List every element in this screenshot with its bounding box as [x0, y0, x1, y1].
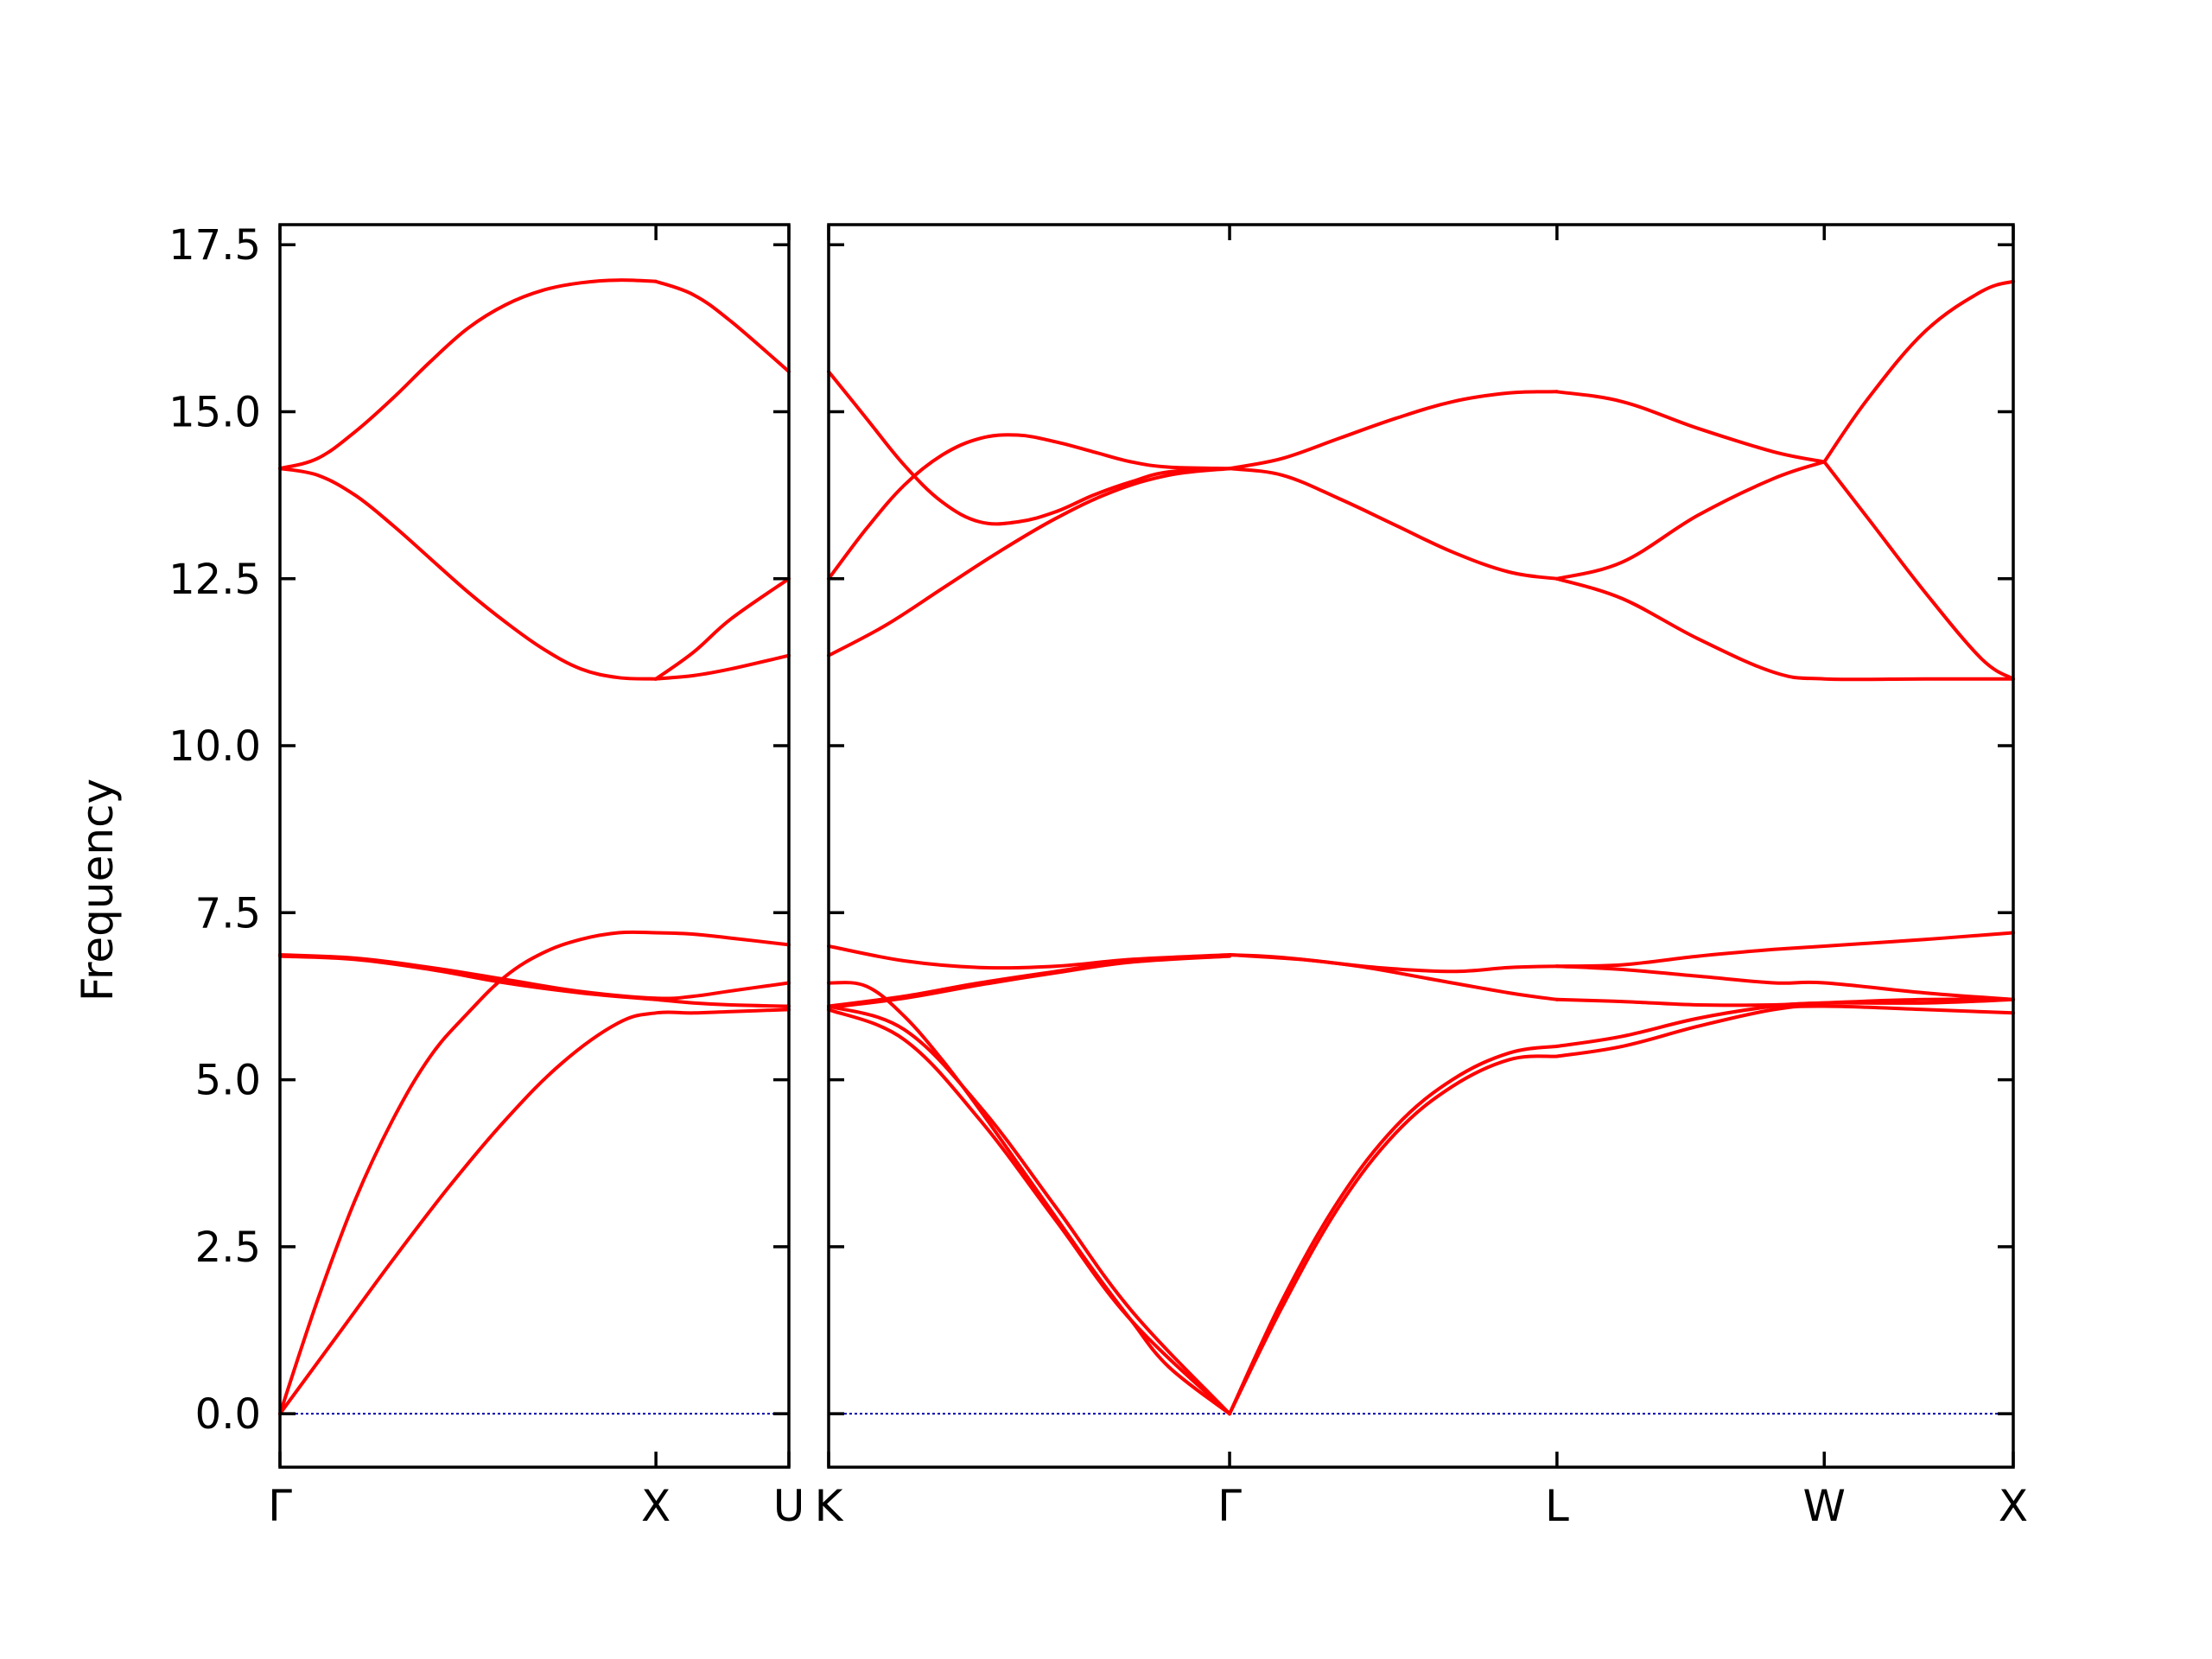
x-tick-label: U — [773, 1481, 805, 1531]
band-line-1-16 — [827, 433, 1231, 581]
band-line-0-6 — [278, 467, 658, 681]
band-line-1-5 — [827, 954, 1231, 1010]
panel-gamma-x-u: 0.0 2.5 5.0 7.5 10.0 12.5 15.0 17.5 Γ X U — [168, 221, 804, 1531]
band-line-1-12 — [1554, 997, 2015, 1007]
band-line-1-20 — [1554, 390, 1827, 464]
band-line-0-0 — [278, 1007, 791, 1416]
band-line-1-10 — [1554, 1004, 2015, 1058]
band-line-0-3 — [278, 953, 791, 1001]
band-line-1-21 — [1554, 460, 1827, 581]
y-tick-label: 7.5 — [195, 889, 261, 938]
band-line-0-7 — [654, 576, 791, 681]
band-line-1-15 — [827, 370, 1231, 526]
y-tick-label: 12.5 — [168, 556, 261, 604]
y-tick-label: 2.5 — [195, 1224, 261, 1272]
band-line-1-11 — [1554, 997, 2015, 1048]
x-tick-label: Γ — [268, 1481, 292, 1531]
plot-frame — [278, 223, 791, 1469]
band-line-1-22 — [1554, 576, 2015, 682]
band-line-1-19 — [1228, 467, 1559, 581]
band-line-1-8 — [1228, 953, 1559, 1001]
band-line-1-18 — [1228, 390, 1559, 471]
y-tick-label: 17.5 — [168, 221, 261, 270]
y-axis-label: Frequency — [73, 779, 123, 1001]
band-line-1-2 — [827, 981, 1231, 1416]
x-tick-label: X — [1999, 1481, 2028, 1531]
x-tick-label: L — [1545, 1481, 1569, 1531]
band-line-1-7 — [1228, 1044, 1559, 1416]
band-line-0-8 — [654, 653, 791, 681]
x-tick-label: Γ — [1217, 1481, 1242, 1531]
x-tick-label: K — [815, 1481, 844, 1531]
band-line-1-4 — [827, 953, 1231, 1008]
band-line-0-2 — [278, 954, 791, 1008]
band-line-1-13 — [1554, 931, 2015, 969]
band-line-1-0 — [827, 1007, 1231, 1416]
x-tick-label: X — [641, 1481, 671, 1531]
band-line-1-9 — [1228, 953, 1559, 974]
y-tick-label: 5.0 — [195, 1057, 261, 1105]
band-line-1-24 — [1822, 279, 2015, 464]
band-line-1-23 — [1822, 460, 2015, 681]
y-tick-label: 0.0 — [195, 1390, 261, 1439]
band-line-0-4 — [278, 278, 658, 471]
band-line-1-14 — [1554, 964, 2015, 1001]
band-line-1-6 — [1228, 1054, 1559, 1416]
x-tick-label: W — [1803, 1481, 1846, 1531]
band-line-1-1 — [827, 1004, 1231, 1416]
plot-frame — [827, 223, 2015, 1469]
band-line-0-5 — [654, 279, 791, 374]
y-tick-label: 15.0 — [168, 388, 261, 436]
y-tick-label: 10.0 — [168, 722, 261, 771]
band-line-1-17 — [827, 467, 1231, 658]
